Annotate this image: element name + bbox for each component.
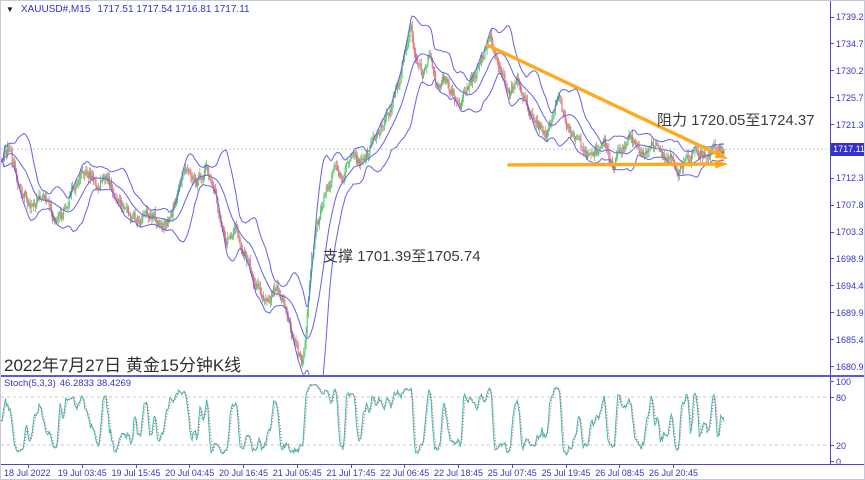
time-axis-label: 25 Jul 19:45 [541, 468, 591, 478]
price-axis-tick [831, 204, 834, 206]
stoch-indicator-name: Stoch(5,3,3) [4, 378, 56, 389]
upper-trendline-arrowhead[interactable] [714, 149, 728, 159]
time-axis-tick [189, 465, 191, 468]
price-axis-label: 1680.95 [836, 361, 864, 372]
price-axis-tick [831, 177, 834, 179]
stoch-axis-label: 0 [836, 456, 842, 467]
candles-down-bodies [1, 24, 724, 364]
price-axis-label: 1739.20 [836, 12, 864, 23]
price-axis-label: 1734.75 [836, 38, 864, 49]
time-axis-tick [404, 465, 406, 468]
time-axis-label: 20 Jul 16:45 [219, 468, 269, 478]
time-axis-label: 25 Jul 07:45 [487, 468, 537, 478]
time-axis-tick [565, 465, 567, 468]
stoch-axis-tick [831, 445, 834, 446]
price-axis-label: 1694.40 [836, 280, 864, 291]
stoch-axis-label: 80 [836, 392, 847, 403]
current-price-badge: 1717.11 [831, 142, 864, 156]
price-axis-tick [831, 124, 834, 125]
time-axis-label: 20 Jul 04:45 [165, 468, 215, 478]
time-axis-label: 18 Jul 2022 [4, 468, 51, 478]
time-axis-tick [511, 465, 513, 468]
time-axis-label: 22 Jul 06:45 [380, 468, 430, 478]
price-axis-label: 1721.30 [836, 119, 864, 130]
chart-title-ohlc: 1717.51 1717.54 1716.81 1717.11 [97, 4, 250, 15]
time-axis-label: 19 Jul 03:45 [57, 468, 107, 478]
support-annotation[interactable]: 支撑 1701.39至1705.74 [323, 248, 481, 265]
price-axis-label: 1689.95 [836, 307, 864, 318]
time-axis-label: 26 Jul 20:45 [649, 468, 699, 478]
symbol-collapse-icon[interactable]: ▼ [6, 5, 14, 14]
candles-up-wicks [2, 22, 725, 368]
candles-down-wicks [1, 20, 724, 367]
price-axis-tick [831, 97, 834, 99]
stoch-indicator-label: Stoch(5,3,3) 46.2833 38.4269 [4, 378, 135, 389]
time-axis-tick [81, 465, 83, 468]
time-axis-tick [458, 465, 459, 468]
time-axis-tick [673, 465, 674, 468]
stoch-axis-tick [831, 381, 834, 382]
time-axis-tick [619, 465, 621, 468]
price-axis-tick [831, 70, 834, 72]
price-axis-tick [831, 285, 834, 287]
stoch-axis-tick [831, 397, 834, 398]
time-axis-tick [135, 465, 137, 468]
stoch-axis-label: 20 [836, 440, 847, 451]
time-axis-label: 21 Jul 17:45 [326, 468, 376, 478]
bollinger-upper-band [1, 15, 725, 308]
price-axis-label: 1712.35 [836, 173, 864, 184]
upper-trendline[interactable] [485, 43, 721, 157]
time-axis[interactable]: 18 Jul 2022 19 Jul 03:45 19 Jul 15:45 20 Ju… [1, 464, 864, 479]
price-axis-label: 1685.45 [836, 334, 864, 345]
stoch-signal-line [1, 384, 725, 454]
stoch-layer [1, 383, 830, 457]
time-axis-label: 21 Jul 05:45 [272, 468, 322, 478]
stoch-axis-tick [831, 461, 834, 462]
main-chart-svg[interactable] [1, 1, 830, 464]
price-axis-label: 1725.75 [836, 92, 864, 103]
time-axis-label: 19 Jul 15:45 [111, 468, 161, 478]
time-axis-tick [350, 465, 352, 468]
price-axis-tick [831, 258, 834, 260]
date-caption[interactable]: 2022年7月27日 黄金15分钟K线 [4, 356, 242, 375]
stoch-indicator-values: 46.2833 38.4269 [59, 378, 132, 389]
time-axis-label: 26 Jul 08:45 [595, 468, 645, 478]
window-splitter[interactable] [1, 375, 864, 377]
stoch-axis-label: 100 [836, 376, 852, 387]
price-axis-label: 1698.90 [836, 253, 864, 264]
price-axis-label: 1703.35 [836, 227, 864, 238]
chart-title-bar: ▼ XAUUSD#,M15 1717.51 1717.54 1716.81 17… [6, 4, 250, 15]
stoch-main-line [1, 383, 725, 457]
time-axis-tick [296, 465, 298, 468]
bollinger-lower-band [1, 72, 725, 376]
time-axis-tick [243, 465, 244, 468]
price-axis-tick [831, 231, 834, 233]
resistance-annotation[interactable]: 阻力 1720.05至1724.37 [657, 112, 815, 129]
price-axis-tick [831, 43, 834, 45]
bollinger-middle-band [1, 52, 725, 340]
price-axis-label: 1730.25 [836, 65, 864, 76]
price-axis-tick [831, 312, 834, 314]
main-chart-layer [1, 15, 830, 376]
time-axis-tick [28, 465, 29, 468]
lower-trendline-arrowhead[interactable] [714, 159, 728, 169]
price-axis[interactable]: 1717.11 1739.20 1734.75 1730.25 1725.75 1721… [830, 1, 864, 467]
time-axis-label: 22 Jul 18:45 [434, 468, 484, 478]
price-axis-tick [831, 16, 834, 18]
price-axis-tick [831, 366, 834, 368]
price-axis-tick [831, 339, 834, 341]
candles-up-bodies [2, 24, 725, 364]
price-axis-label: 1707.85 [836, 200, 864, 211]
lower-trendline[interactable] [507, 162, 720, 167]
chart-title-symbol: XAUUSD#,M15 [20, 4, 91, 15]
